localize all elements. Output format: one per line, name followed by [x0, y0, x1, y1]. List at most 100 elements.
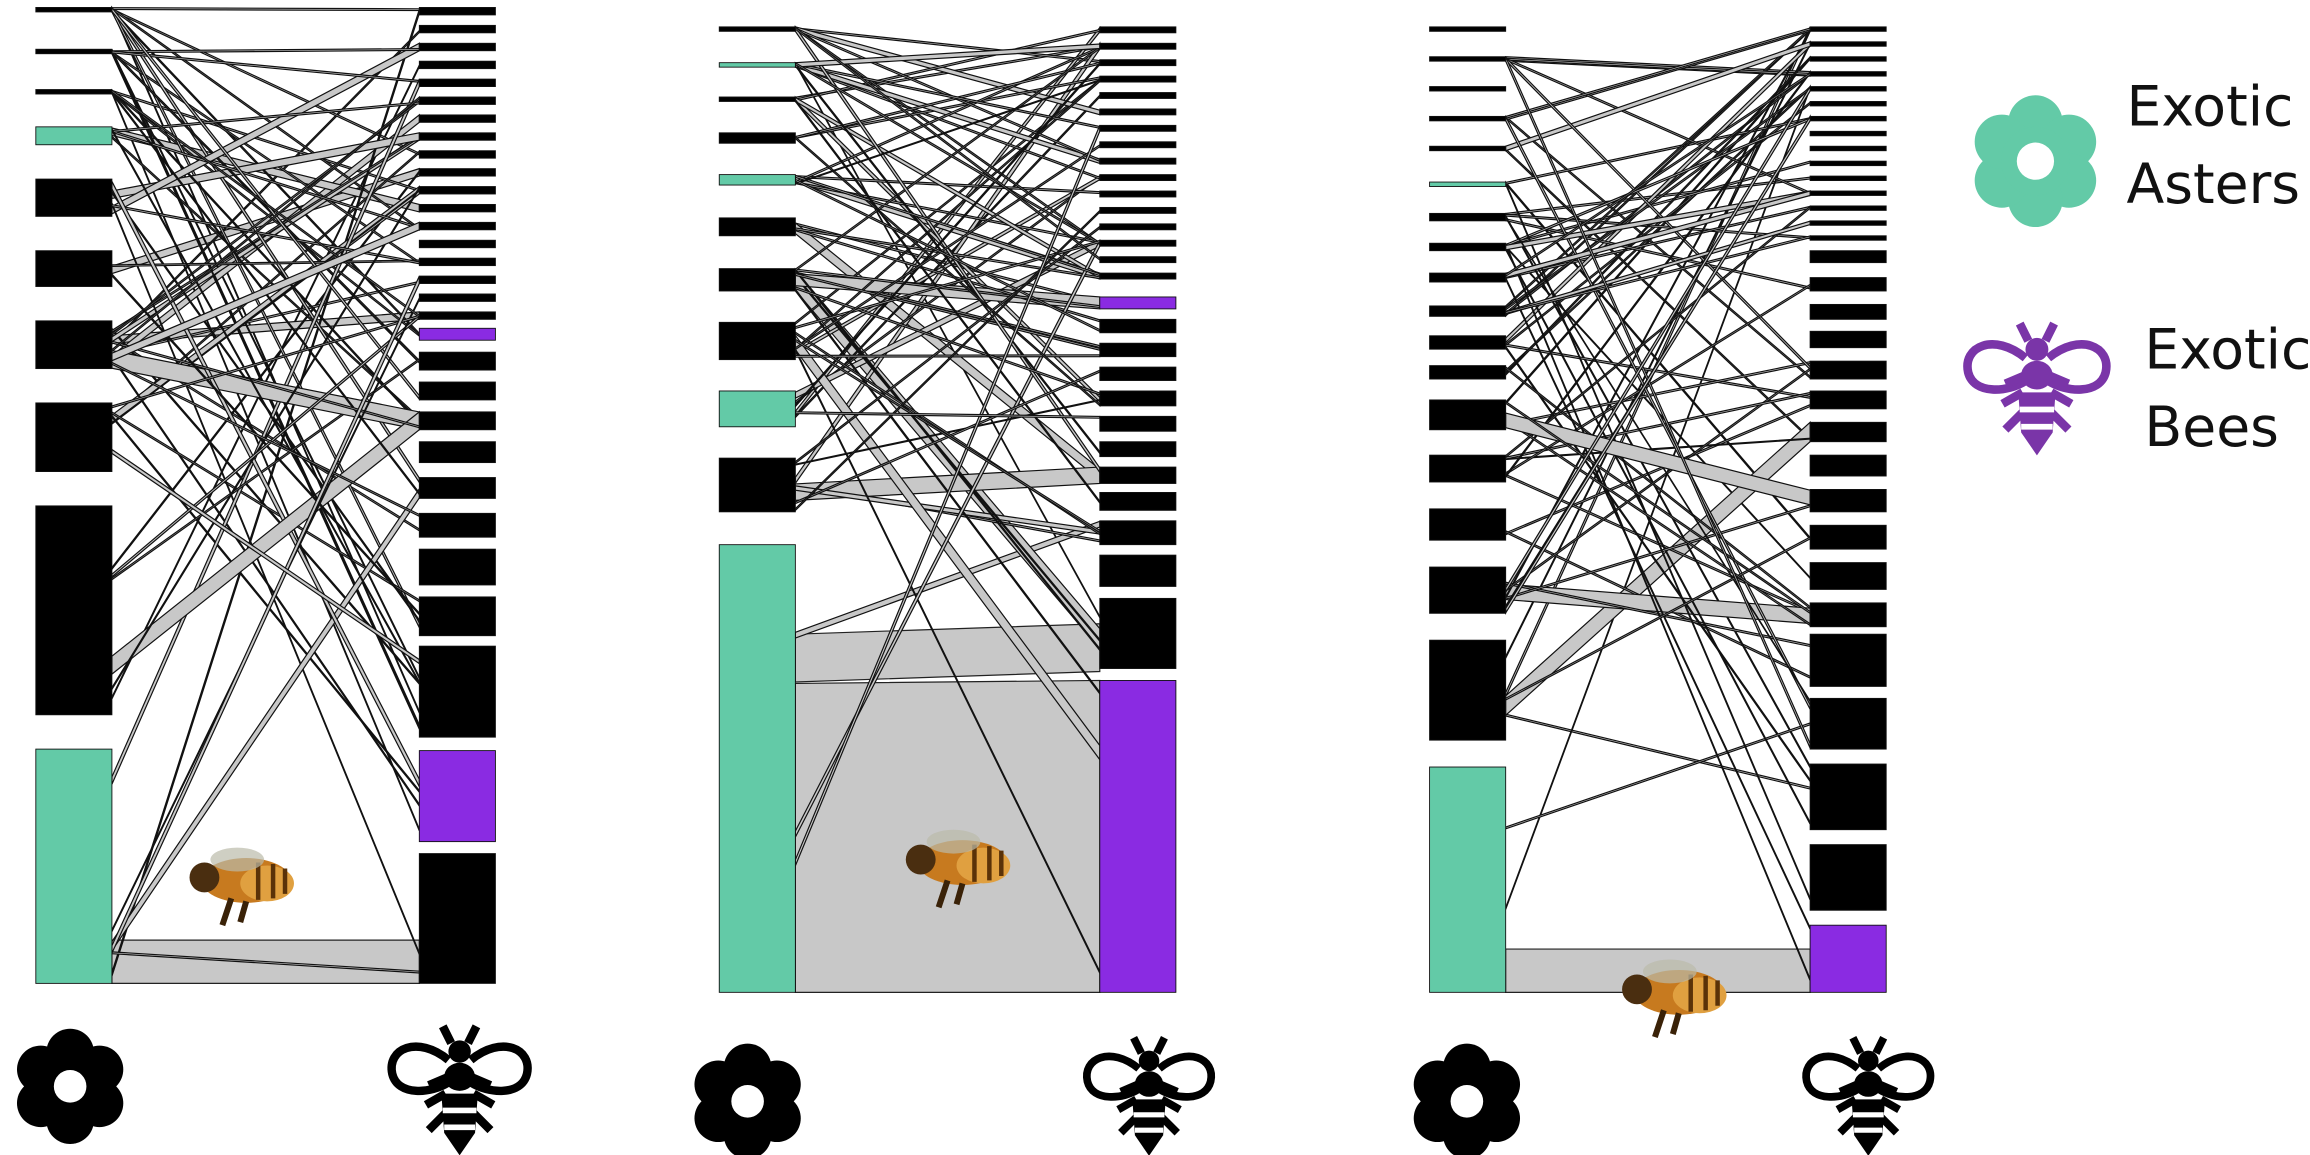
- node-block: [1809, 924, 1887, 993]
- node-block: [1429, 508, 1507, 541]
- plant-icon: [16, 1028, 124, 1145]
- node-block: [1429, 242, 1507, 252]
- node-block: [418, 477, 496, 499]
- node-block: [1099, 108, 1177, 116]
- node-block: [1429, 212, 1507, 222]
- link-band: [111, 7, 420, 12]
- node-block: [718, 457, 796, 513]
- node-block: [1809, 844, 1887, 911]
- node-block: [35, 7, 113, 13]
- legend-label: Bees: [2144, 396, 2279, 460]
- legend-flower: [1974, 95, 2097, 228]
- node-block: [418, 168, 496, 177]
- legend-label: Asters: [2126, 153, 2300, 217]
- node-block: [418, 327, 496, 341]
- node-block: [418, 96, 496, 105]
- node-block: [1809, 26, 1887, 32]
- node-block: [418, 311, 496, 320]
- link-band: [111, 48, 420, 54]
- node-block: [1099, 296, 1177, 310]
- blocks: [35, 7, 1887, 993]
- node-block: [1099, 415, 1177, 432]
- node-block: [1099, 59, 1177, 67]
- node-block: [1429, 145, 1507, 152]
- node-block: [1429, 454, 1507, 483]
- node-block: [1099, 206, 1177, 214]
- node-block: [1429, 272, 1507, 283]
- node-block: [1099, 26, 1177, 34]
- node-block: [1099, 92, 1177, 99]
- node-block: [418, 596, 496, 637]
- node-block: [418, 293, 496, 302]
- links: [111, 5, 1811, 993]
- node-block: [1429, 181, 1507, 187]
- node-block: [35, 126, 113, 146]
- node-block: [418, 239, 496, 249]
- node-block: [35, 250, 113, 287]
- bee-icon: [1087, 1038, 1211, 1155]
- node-block: [718, 96, 796, 102]
- node-block: [718, 132, 796, 144]
- node-block: [1809, 56, 1887, 62]
- node-block: [418, 7, 496, 16]
- node-block: [1429, 56, 1507, 62]
- node-block: [718, 26, 796, 32]
- node-block: [418, 441, 496, 464]
- node-block: [1809, 489, 1887, 513]
- node-block: [1809, 454, 1887, 477]
- node-block: [418, 381, 496, 401]
- node-block: [718, 62, 796, 68]
- node-block: [1809, 41, 1887, 47]
- node-block: [718, 268, 796, 292]
- node-block: [418, 186, 496, 195]
- node-block: [1099, 390, 1177, 407]
- node-block: [718, 544, 796, 993]
- node-block: [1099, 157, 1177, 165]
- node-block: [418, 24, 496, 34]
- node-block: [1099, 680, 1177, 993]
- node-block: [1429, 365, 1507, 380]
- node-block: [1809, 86, 1887, 92]
- node-block: [1429, 766, 1507, 993]
- node-block: [1429, 335, 1507, 350]
- link-band: [1505, 713, 1811, 790]
- node-block: [1099, 520, 1177, 546]
- node-block: [418, 750, 496, 843]
- node-block: [1809, 235, 1887, 241]
- node-block: [418, 853, 496, 984]
- node-block: [418, 548, 496, 586]
- node-block: [1099, 491, 1177, 511]
- link-band: [1505, 400, 1811, 615]
- node-block: [1099, 272, 1177, 280]
- node-block: [1809, 250, 1887, 264]
- node-block: [1099, 366, 1177, 381]
- node-block: [1809, 697, 1887, 750]
- node-block: [1099, 342, 1177, 358]
- node-block: [718, 390, 796, 428]
- node-block: [1809, 633, 1887, 687]
- node-block: [1809, 190, 1887, 196]
- node-block: [1099, 223, 1177, 231]
- node-block: [418, 42, 496, 52]
- node-block: [1809, 220, 1887, 226]
- node-block: [418, 203, 496, 213]
- node-block: [1809, 524, 1887, 550]
- node-block: [418, 150, 496, 159]
- node-block: [1099, 75, 1177, 83]
- node-block: [1809, 360, 1887, 380]
- node-block: [1809, 763, 1887, 831]
- plant-icon: [1413, 1043, 1521, 1155]
- node-block: [1099, 124, 1177, 132]
- node-block: [418, 512, 496, 538]
- node-block: [35, 402, 113, 472]
- node-block: [418, 114, 496, 123]
- link-band: [111, 6, 420, 231]
- node-block: [1429, 566, 1507, 614]
- node-block: [1809, 145, 1887, 152]
- node-block: [418, 221, 496, 231]
- node-block: [418, 411, 496, 431]
- node-block: [1429, 26, 1507, 32]
- node-block: [1429, 115, 1507, 122]
- node-block: [418, 645, 496, 738]
